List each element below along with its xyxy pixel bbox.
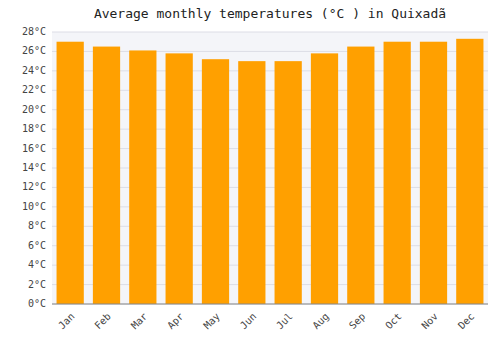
bar bbox=[456, 39, 483, 304]
bar bbox=[93, 47, 120, 304]
y-tick-label: 0°C bbox=[28, 298, 46, 309]
bars bbox=[57, 39, 484, 304]
bar bbox=[384, 42, 411, 304]
x-tick-label: Nov bbox=[419, 311, 440, 332]
y-tick-label: 26°C bbox=[22, 45, 46, 56]
title: Average monthly temperatures (°C ) in Qu… bbox=[94, 6, 446, 21]
y-tick-label: 10°C bbox=[22, 201, 46, 212]
x-tick-label: May bbox=[201, 311, 222, 332]
x-tick-label: Jul bbox=[274, 311, 295, 332]
y-tick-label: 4°C bbox=[28, 259, 46, 270]
x-tick-label: Jun bbox=[238, 311, 259, 332]
y-tick-label: 18°C bbox=[22, 123, 46, 134]
grid bbox=[52, 32, 488, 304]
y-tick-label: 16°C bbox=[22, 143, 46, 154]
x-axis-line bbox=[52, 304, 488, 305]
x-axis: Jan Feb Mar Apr May Jun Jul Aug Sep Oct Nov Dec bbox=[52, 304, 488, 331]
bar bbox=[166, 53, 193, 304]
bar bbox=[57, 42, 84, 304]
y-tick-label: 14°C bbox=[22, 162, 46, 173]
y-tick-label: 24°C bbox=[22, 65, 46, 76]
chart-container: 0°C 2°C 4°C 6°C 8°C 10°C 12°C 14°C 16°C 18°C 20°C 2… bbox=[0, 0, 500, 350]
y-tick-label: 6°C bbox=[28, 240, 46, 251]
x-tick-label: Dec bbox=[456, 311, 477, 332]
y-tick-label: 8°C bbox=[28, 220, 46, 231]
x-tick-label: Oct bbox=[383, 311, 404, 332]
grid-line bbox=[52, 32, 488, 33]
x-tick-label: Sep bbox=[347, 311, 368, 332]
y-tick-label: 28°C bbox=[22, 26, 46, 37]
y-tick-label: 22°C bbox=[22, 84, 46, 95]
bar bbox=[311, 53, 338, 304]
bar bbox=[202, 59, 229, 304]
y-tick-label: 20°C bbox=[22, 104, 46, 115]
y-tick-label: 2°C bbox=[28, 279, 46, 290]
plot-background bbox=[52, 32, 488, 304]
grid-line bbox=[52, 304, 488, 305]
y-tick-label: 12°C bbox=[22, 181, 46, 192]
bar bbox=[129, 50, 156, 304]
x-tick-label: Apr bbox=[165, 311, 186, 332]
chart-svg: 0°C 2°C 4°C 6°C 8°C 10°C 12°C 14°C 16°C 18°C 20°C 2… bbox=[0, 0, 500, 350]
x-tick-label: Aug bbox=[310, 311, 331, 332]
bar bbox=[420, 42, 447, 304]
bar bbox=[347, 47, 374, 304]
x-tick-label: Mar bbox=[129, 311, 150, 332]
y-axis: 0°C 2°C 4°C 6°C 8°C 10°C 12°C 14°C 16°C 18°C 20°C 2… bbox=[22, 26, 46, 309]
bar bbox=[238, 61, 265, 304]
x-tick-label: Feb bbox=[92, 311, 113, 332]
bar bbox=[275, 61, 302, 304]
x-tick-label: Jan bbox=[56, 311, 77, 332]
